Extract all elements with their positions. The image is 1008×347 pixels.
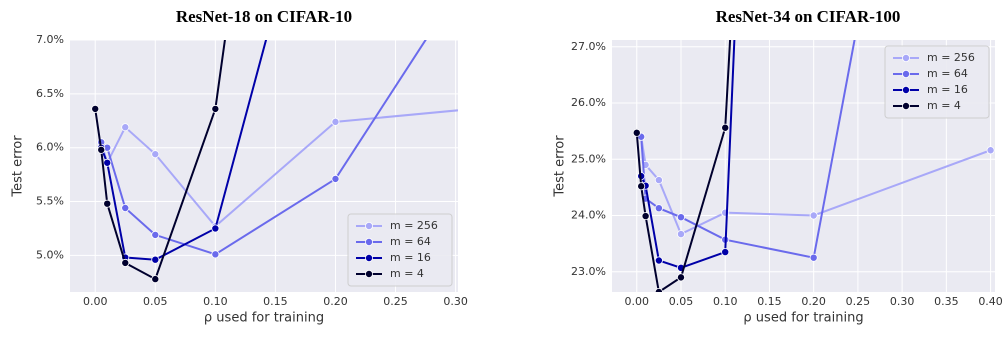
point bbox=[211, 224, 220, 233]
legend-box bbox=[884, 45, 990, 119]
y-tick-label: 7.0% bbox=[36, 33, 64, 46]
x-tick-label: 0.40 bbox=[978, 295, 1003, 308]
x-tick-label: 0.15 bbox=[757, 295, 782, 308]
x-tick-label: 0.10 bbox=[203, 295, 228, 308]
legend-box bbox=[347, 213, 453, 287]
y-tick-label: 5.5% bbox=[36, 195, 64, 208]
legend-marker bbox=[902, 86, 911, 95]
point bbox=[151, 150, 160, 159]
x-tick-label: 0.20 bbox=[323, 295, 348, 308]
point bbox=[91, 104, 100, 113]
legend: m = 256 m = 64 m = 16 m = 4 bbox=[884, 45, 990, 119]
legend-label: m = 16 bbox=[927, 83, 968, 96]
chart-title: ResNet-34 on CIFAR-100 bbox=[716, 7, 901, 26]
legend-label: m = 4 bbox=[927, 99, 961, 112]
point bbox=[103, 199, 112, 208]
point bbox=[676, 230, 685, 239]
legend-marker bbox=[902, 70, 911, 79]
y-tick-label: 5.0% bbox=[36, 248, 64, 261]
y-tick-label: 25.0% bbox=[571, 152, 606, 165]
x-tick-label: 0.30 bbox=[890, 295, 915, 308]
y-tick-label: 26.0% bbox=[571, 96, 606, 109]
legend-label: m = 4 bbox=[390, 267, 424, 280]
point bbox=[641, 212, 650, 221]
y-tick-label: 27.0% bbox=[571, 40, 606, 53]
legend-label: m = 64 bbox=[390, 235, 431, 248]
point bbox=[809, 211, 818, 220]
point bbox=[721, 123, 730, 132]
x-axis-label: ρ used for training bbox=[743, 311, 863, 326]
x-tick-label: 0.15 bbox=[263, 295, 288, 308]
point bbox=[654, 256, 663, 265]
x-tick-label: 0.00 bbox=[83, 295, 108, 308]
chart-title: ResNet-18 on CIFAR-10 bbox=[176, 7, 352, 26]
legend-label: m = 256 bbox=[927, 51, 975, 64]
point bbox=[97, 145, 106, 154]
x-tick-label: 0.35 bbox=[934, 295, 959, 308]
series-layer bbox=[632, 40, 995, 292]
point bbox=[121, 258, 130, 267]
point bbox=[151, 255, 160, 264]
x-tick-label: 0.10 bbox=[713, 295, 738, 308]
plot: ResNet-34 on CIFAR-100 23.0% 24.0% 25.0% 26.… bbox=[553, 7, 1003, 326]
point bbox=[676, 273, 685, 282]
x-tick-label: 0.05 bbox=[143, 295, 168, 308]
legend-label: m = 16 bbox=[390, 251, 431, 264]
x-tick-label: 0.20 bbox=[801, 295, 826, 308]
point bbox=[103, 158, 112, 167]
legend-marker bbox=[364, 237, 373, 246]
point bbox=[331, 117, 340, 126]
x-tick-label: 0.30 bbox=[443, 295, 468, 308]
point bbox=[211, 250, 220, 259]
y-tick-label: 6.5% bbox=[36, 87, 64, 100]
y-axis-label: Test error bbox=[553, 135, 568, 198]
point bbox=[331, 174, 340, 183]
point bbox=[676, 213, 685, 222]
x-axis-label: ρ used for training bbox=[204, 311, 324, 326]
point bbox=[654, 176, 663, 185]
legend-marker bbox=[364, 253, 373, 262]
y-tick-label: 23.0% bbox=[571, 265, 606, 278]
series-layer bbox=[91, 40, 458, 284]
x-tick-label: 0.25 bbox=[846, 295, 871, 308]
point bbox=[654, 204, 663, 213]
point bbox=[151, 275, 160, 284]
x-tick-label: 0.00 bbox=[625, 295, 650, 308]
legend-marker bbox=[364, 269, 373, 278]
point bbox=[637, 182, 646, 191]
plot: ResNet-18 on CIFAR-10 5.0% 5.5% 6.0% 6.5% 7.0… bbox=[11, 7, 468, 326]
point bbox=[151, 230, 160, 239]
legend-marker bbox=[364, 221, 373, 230]
point bbox=[986, 146, 995, 155]
point bbox=[632, 128, 641, 137]
point bbox=[809, 253, 818, 262]
x-tick-label: 0.05 bbox=[669, 295, 694, 308]
y-tick-label: 6.0% bbox=[36, 141, 64, 154]
point bbox=[121, 203, 130, 212]
x-tick-label: 0.25 bbox=[383, 295, 408, 308]
point bbox=[121, 123, 130, 132]
legend-label: m = 256 bbox=[390, 219, 438, 232]
point bbox=[654, 288, 663, 292]
y-axis-label: Test error bbox=[11, 135, 26, 198]
point bbox=[211, 104, 220, 113]
legend-marker bbox=[902, 102, 911, 111]
legend-marker bbox=[902, 54, 911, 63]
y-tick-label: 24.0% bbox=[571, 209, 606, 222]
legend: m = 256 m = 64 m = 16 m = 4 bbox=[347, 213, 453, 287]
legend-label: m = 64 bbox=[927, 67, 968, 80]
point bbox=[721, 248, 730, 257]
